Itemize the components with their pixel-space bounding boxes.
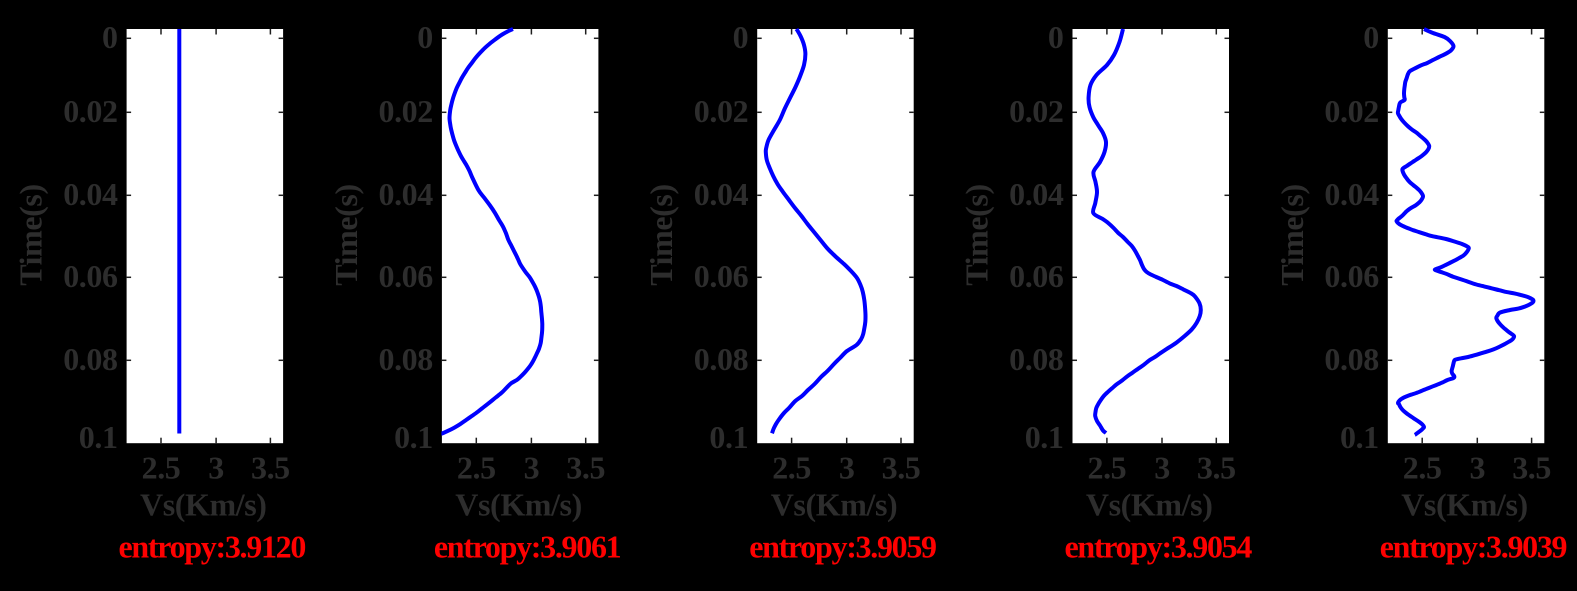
svg-text:3: 3 [208,449,224,485]
svg-text:entropy:3.9061: entropy:3.9061 [434,529,621,565]
svg-text:3: 3 [524,449,540,485]
svg-text:2.5: 2.5 [457,449,496,485]
svg-text:2.5: 2.5 [772,449,811,485]
svg-text:0.08: 0.08 [378,341,432,377]
svg-text:Time(s): Time(s) [959,184,995,285]
svg-text:0.1: 0.1 [1025,419,1064,455]
svg-text:0.04: 0.04 [1009,176,1064,212]
svg-text:Time(s): Time(s) [643,184,679,285]
svg-text:3: 3 [1469,449,1485,485]
svg-text:entropy:3.9059: entropy:3.9059 [749,529,936,565]
svg-text:0: 0 [417,19,433,55]
svg-text:Vs(Km/s): Vs(Km/s) [455,486,582,522]
svg-text:Vs(Km/s): Vs(Km/s) [1401,486,1528,522]
svg-text:0.1: 0.1 [394,419,433,455]
svg-text:0.06: 0.06 [1009,258,1064,294]
svg-text:0.04: 0.04 [1324,176,1379,212]
svg-text:3: 3 [839,449,855,485]
svg-text:0.02: 0.02 [63,93,117,129]
svg-text:entropy:3.9039: entropy:3.9039 [1380,529,1567,565]
svg-text:0.1: 0.1 [1340,419,1379,455]
svg-text:0.06: 0.06 [1324,258,1379,294]
svg-text:0.08: 0.08 [1324,341,1378,377]
svg-text:3.5: 3.5 [251,449,290,485]
svg-text:3.5: 3.5 [1197,449,1236,485]
svg-text:0.06: 0.06 [63,258,118,294]
svg-text:Vs(Km/s): Vs(Km/s) [140,486,267,522]
svg-text:0.06: 0.06 [378,258,433,294]
svg-text:0.02: 0.02 [1324,93,1378,129]
svg-text:2.5: 2.5 [142,449,181,485]
svg-text:Time(s): Time(s) [1274,184,1310,285]
svg-text:0.04: 0.04 [63,176,118,212]
svg-text:0.08: 0.08 [63,341,117,377]
svg-text:0: 0 [1363,19,1379,55]
svg-text:0.1: 0.1 [79,419,118,455]
svg-text:0.08: 0.08 [694,341,748,377]
svg-text:0.04: 0.04 [694,176,749,212]
svg-text:Vs(Km/s): Vs(Km/s) [771,486,898,522]
svg-text:0: 0 [733,19,749,55]
svg-text:3: 3 [1154,449,1170,485]
svg-text:2.5: 2.5 [1087,449,1126,485]
svg-text:3.5: 3.5 [1512,449,1551,485]
svg-text:0.04: 0.04 [378,176,433,212]
svg-text:3.5: 3.5 [882,449,921,485]
svg-text:2.5: 2.5 [1403,449,1442,485]
svg-text:0: 0 [1048,19,1064,55]
svg-text:0.08: 0.08 [1009,341,1063,377]
svg-text:Time(s): Time(s) [328,184,364,285]
svg-text:entropy:3.9054: entropy:3.9054 [1065,529,1253,565]
svg-text:Time(s): Time(s) [13,184,49,285]
svg-text:0.02: 0.02 [1009,93,1063,129]
svg-text:0.1: 0.1 [709,419,748,455]
svg-text:0: 0 [102,19,118,55]
svg-text:3.5: 3.5 [566,449,605,485]
svg-text:0.02: 0.02 [378,93,432,129]
svg-text:Vs(Km/s): Vs(Km/s) [1086,486,1213,522]
svg-text:entropy:3.9120: entropy:3.9120 [119,529,306,565]
svg-text:0.06: 0.06 [694,258,749,294]
svg-text:0.02: 0.02 [694,93,748,129]
